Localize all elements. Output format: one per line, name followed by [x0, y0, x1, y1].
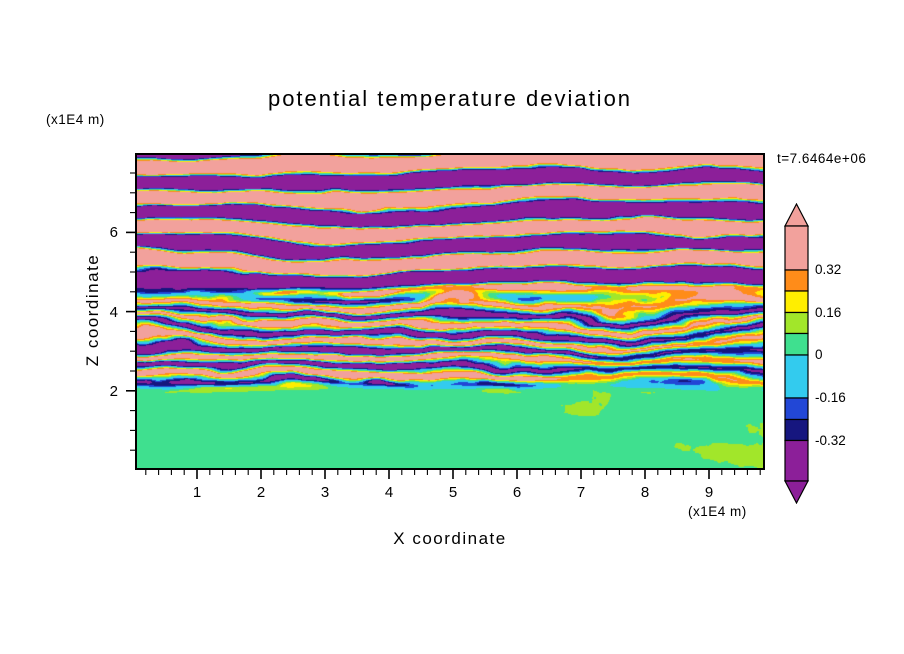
colorbar-tick-label: 0.16: [815, 304, 842, 320]
colorbar-segment: [784, 290, 809, 314]
colorbar-segment: [784, 225, 809, 271]
colorbar-tick-label: 0.32: [815, 262, 842, 277]
plot-canvas: [137, 155, 763, 468]
colorbar-segment: [784, 418, 809, 442]
plot-frame: [135, 153, 765, 470]
x-tick-label: 1: [192, 484, 202, 501]
x-axis-units: (x1E4 m): [688, 504, 747, 519]
x-tick-label: 6: [512, 484, 522, 501]
z-tick-label: 6: [109, 224, 118, 242]
colorbar-arrow-top: [784, 202, 809, 227]
x-tick-label: 3: [320, 484, 330, 501]
page-title: potential temperature deviation: [267, 86, 633, 111]
colorbar-segment: [784, 439, 809, 482]
z-tick-label: 4: [109, 303, 118, 321]
colorbar-segment: [784, 354, 809, 399]
y-axis-units: (x1E4 m): [46, 112, 105, 127]
x-tick-label: 5: [448, 484, 458, 501]
time-annotation: t=7.6464e+06: [777, 151, 867, 166]
colorbar-segment: [784, 311, 809, 335]
x-tick-label: 9: [704, 484, 714, 501]
x-tick-label: 8: [640, 484, 650, 501]
colorbar-tick-label: 0: [815, 347, 823, 362]
colorbar-tick-label: -0.32: [815, 432, 846, 448]
z-tick-label: 2: [109, 382, 118, 400]
colorbar: 0.32 0.16 0 -0.16 -0.32: [784, 202, 904, 505]
x-tick-label: 2: [256, 484, 266, 501]
x-axis-label: X coordinate: [393, 529, 507, 548]
colorbar-arrow-bottom: [784, 480, 809, 505]
colorbar-segment: [784, 332, 809, 356]
colorbar-scale: [784, 202, 809, 505]
colorbar-tick-label: -0.16: [815, 390, 846, 405]
colorbar-segment: [784, 397, 809, 421]
x-tick-label: 7: [576, 484, 586, 501]
x-tick-label: 4: [384, 484, 394, 501]
colorbar-segment: [784, 269, 809, 292]
